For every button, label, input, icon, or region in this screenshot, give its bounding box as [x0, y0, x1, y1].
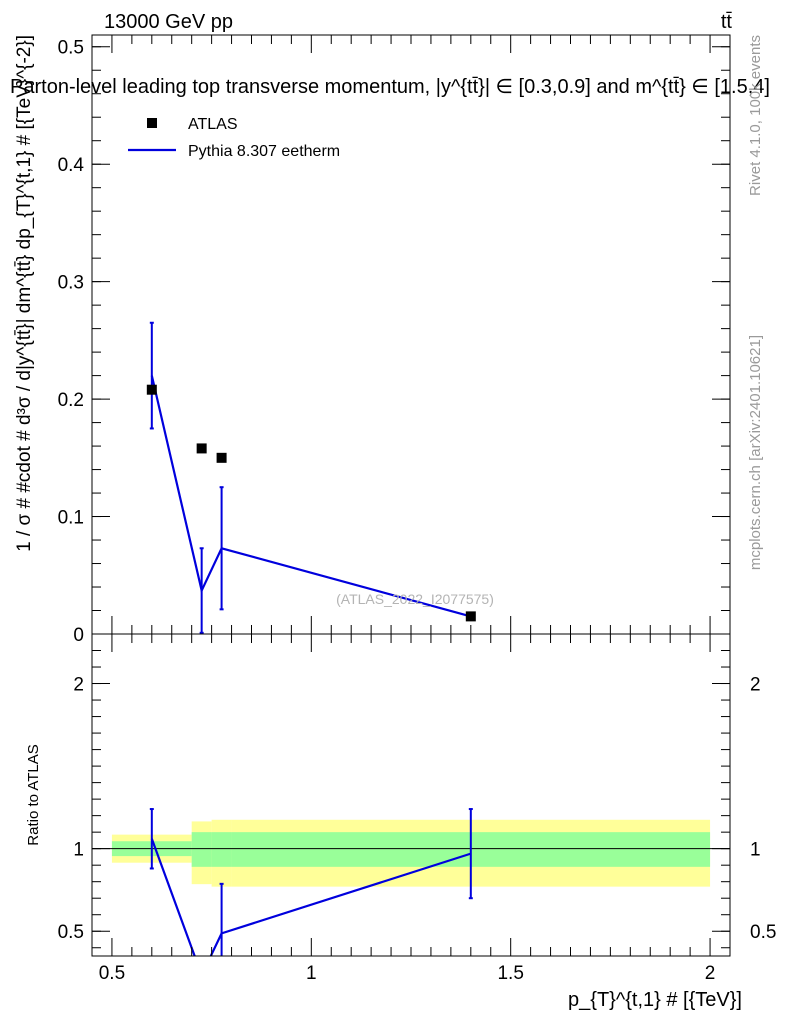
- ratio-band-inner: [191, 832, 212, 867]
- x-axis-label: p_{T}^{t,1} # [{TeV}]: [568, 989, 742, 1011]
- main-data-point: [196, 443, 207, 454]
- mcplots-label: mcplots.cern.ch [arXiv:2401.10621]: [747, 335, 764, 570]
- main-ytick-label: 0.4: [58, 155, 85, 176]
- ratio-band-inner: [211, 832, 232, 867]
- legend-mc-label: Pythia 8.307 eetherm: [188, 143, 340, 160]
- main-ytick-label: 0.1: [58, 508, 84, 529]
- main-ylabel: 1 / σ # #cdot # d³σ / d|y^{tt̄}| dm^{tt̄…: [14, 35, 35, 552]
- header-right-label: tt̄: [721, 11, 733, 33]
- plot-title: Parton-level leading top transverse mome…: [10, 76, 770, 98]
- ratio-ticks: 0.5 1 1.5 2 0.5 0.5 1 1 2 2: [58, 633, 776, 984]
- ratio-ytick-label-right: 0.5: [750, 922, 776, 943]
- main-ytick-label: 0.5: [58, 38, 84, 59]
- ratio-ytick-label: 0.5: [58, 922, 84, 943]
- ratio-xtick-label: 1.5: [497, 963, 523, 984]
- main-ytick-label: 0.3: [58, 273, 84, 294]
- header-left-label: 13000 GeV pp: [104, 11, 233, 33]
- watermark-label: (ATLAS_2022_I2077575): [336, 591, 494, 607]
- ratio-xtick-label: 1: [306, 963, 317, 984]
- rivet-version-label: Rivet 4.1.0, 100k events: [747, 35, 764, 196]
- legend-data-marker: [147, 118, 157, 128]
- ratio-panel: 0.5 1 1.5 2 0.5 0.5 1 1 2 2 Ratio to ATLAS p_{T}^…: [25, 633, 776, 1011]
- main-data-point: [216, 452, 227, 463]
- ratio-frame: [91, 633, 731, 957]
- main-panel: 0 0.1 0.2 0.3 0.4 0.5 1 / σ # #cdot # d³σ / d…: [14, 34, 731, 646]
- main-ytick-label: 0.2: [58, 390, 84, 411]
- main-ytick-label: 0: [73, 625, 84, 646]
- main-data-point: [465, 611, 476, 622]
- legend-data-label: ATLAS: [188, 116, 238, 133]
- main-data-series: [146, 384, 476, 622]
- ratio-ytick-label-right: 2: [750, 675, 761, 696]
- legend: ATLAS Pythia 8.307 eetherm: [128, 116, 340, 160]
- main-data-point: [146, 384, 157, 395]
- ratio-bands: [111, 819, 711, 887]
- ratio-ytick-label: 1: [73, 840, 84, 861]
- ratio-xtick-label: 2: [705, 963, 716, 984]
- main-mc-line: [150, 375, 472, 618]
- ratio-ytick-label-right: 1: [750, 840, 761, 861]
- main-mc-series: [149, 321, 473, 634]
- ratio-xtick-label: 0.5: [99, 963, 125, 984]
- ratio-ylabel: Ratio to ATLAS: [25, 744, 42, 845]
- ratio-ytick-label: 2: [73, 675, 84, 696]
- main-ticks: 0 0.1 0.2 0.3 0.4 0.5: [58, 35, 730, 646]
